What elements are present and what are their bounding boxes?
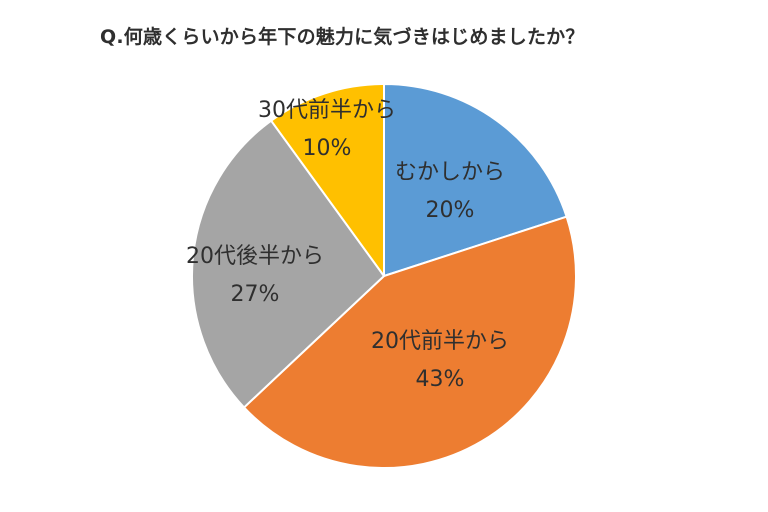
pie-slice: [243, 215, 577, 469]
pie-slice: [270, 83, 385, 277]
pie-slice: [383, 83, 568, 277]
slice-value-label: 20%: [426, 198, 475, 223]
slice-value-label: 27%: [231, 282, 280, 307]
slice-category-label: 20代前半から: [371, 329, 509, 354]
slice-category-label: むかしから: [395, 160, 505, 185]
slice-value-label: 10%: [303, 136, 352, 161]
slice-category-label: 30代前半から: [258, 98, 396, 123]
slice-value-label: 43%: [416, 367, 465, 392]
pie-slice: [191, 119, 385, 409]
slice-category-label: 20代後半から: [186, 244, 324, 269]
chart-title: Q.何歳くらいから年下の魅力に気づきはじめましたか？: [100, 26, 585, 48]
